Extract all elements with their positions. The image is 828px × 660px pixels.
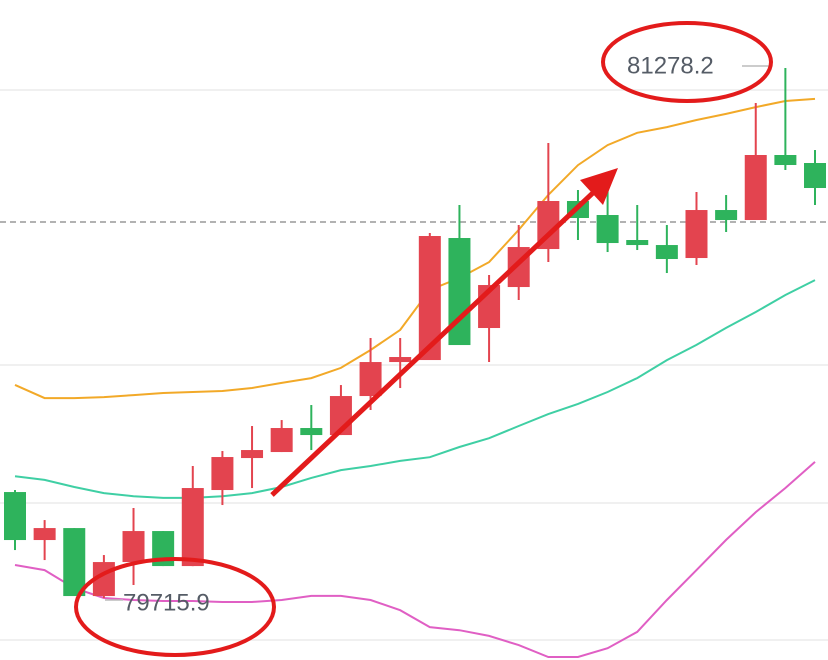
candle-body — [655, 245, 678, 260]
candle-body — [774, 155, 797, 166]
candle-body — [685, 210, 708, 259]
candle-body — [596, 215, 619, 244]
candle-body — [715, 210, 738, 221]
candle-body — [241, 450, 264, 459]
candle-body — [270, 428, 293, 453]
candle-body — [626, 240, 649, 246]
annotations: 81278.2 79715.9 — [74, 21, 773, 657]
candle-body — [389, 357, 412, 363]
trend-arrow — [270, 188, 598, 497]
indicator-lines — [14, 97, 816, 658]
indicator-line — [14, 461, 816, 658]
candle-body — [63, 528, 86, 597]
candle-body — [804, 163, 827, 189]
candle-body — [211, 457, 234, 491]
candle-body — [181, 488, 204, 567]
indicator-line — [14, 97, 816, 400]
candles — [4, 67, 827, 598]
candle-body — [448, 238, 471, 346]
trend-arrow-head — [580, 168, 618, 205]
candle-body — [300, 428, 323, 436]
candle-body — [122, 531, 145, 563]
high-label: 81278.2 — [627, 52, 714, 79]
candle-body — [4, 492, 26, 541]
candle-body — [33, 528, 56, 541]
low-label: 79715.9 — [123, 589, 210, 616]
candle-body — [359, 362, 382, 397]
candle-body — [418, 236, 441, 361]
highlight-ellipse — [74, 557, 276, 657]
highlight-ellipse — [601, 21, 773, 103]
candle-body — [744, 155, 767, 221]
indicator-line — [14, 279, 816, 499]
